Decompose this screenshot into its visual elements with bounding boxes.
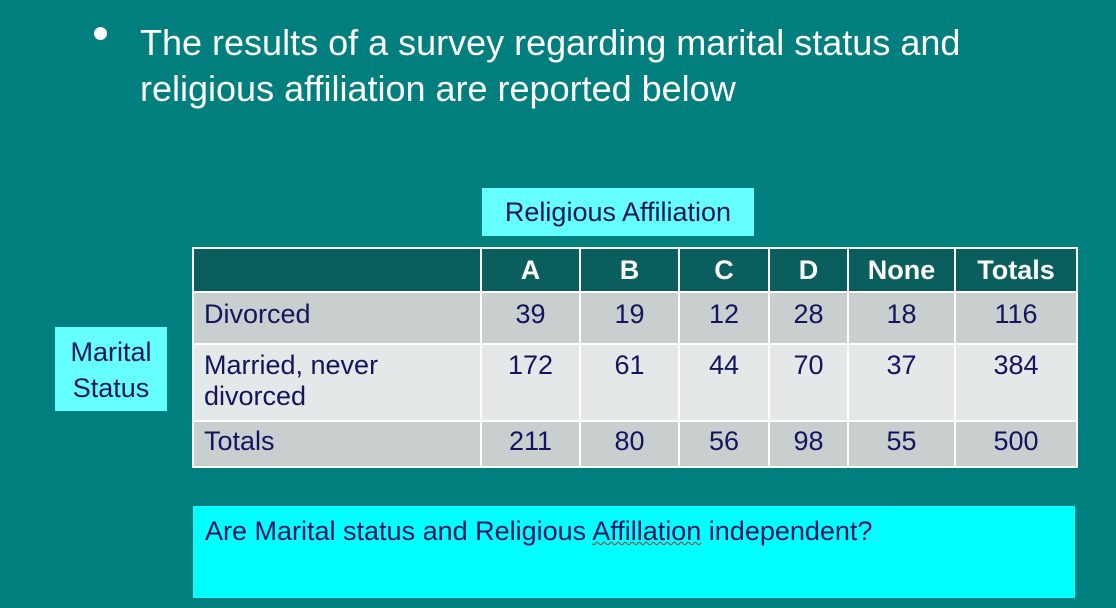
table-row-married: Married, never divorced 172 61 44 70 37 …: [192, 343, 1078, 422]
question-box: Are Marital status and Religious Affilla…: [193, 506, 1075, 598]
table-row-divorced: Divorced 39 19 12 28 18 116: [192, 291, 1078, 345]
question-text-end: independent?: [701, 516, 873, 546]
header-cell-c: C: [678, 247, 770, 293]
header-cell-none: None: [847, 247, 956, 293]
header-cell-blank: [192, 247, 482, 293]
question-text-start: Are Marital status and Religious: [205, 516, 593, 546]
table-row-totals: Totals 211 80 56 98 55 500: [192, 420, 1078, 468]
header-cell-b: B: [579, 247, 680, 293]
header-cell-d: D: [768, 247, 849, 293]
slide-bullet-text: The results of a survey regarding marita…: [140, 22, 961, 109]
table-cell: 98: [768, 420, 849, 468]
question-misspelled-word: Affillation: [592, 516, 702, 546]
header-cell-totals: Totals: [954, 247, 1078, 293]
marital-status-label-line1: Marital: [70, 337, 152, 367]
table-cell: 80: [579, 420, 680, 468]
table-cell: 12: [678, 291, 770, 345]
table-cell: 39: [480, 291, 581, 345]
contingency-table: A B C D None Totals Divorced 39 19 12 28…: [192, 247, 1078, 468]
row-label: Married, never divorced: [192, 343, 482, 422]
table-cell: 116: [954, 291, 1078, 345]
table-cell: 28: [768, 291, 849, 345]
row-label: Totals: [192, 420, 482, 468]
table-cell: 44: [678, 343, 770, 422]
table-cell: 172: [480, 343, 581, 422]
table-cell: 384: [954, 343, 1078, 422]
table-cell: 500: [954, 420, 1078, 468]
marital-status-label-line2: Status: [72, 373, 150, 403]
table-cell: 61: [579, 343, 680, 422]
table-cell: 211: [480, 420, 581, 468]
table-cell: 56: [678, 420, 770, 468]
table-cell: 18: [847, 291, 956, 345]
religious-affiliation-label: Religious Affiliation: [482, 188, 754, 236]
table-cell: 19: [579, 291, 680, 345]
table-cell: 55: [847, 420, 956, 468]
table-cell: 37: [847, 343, 956, 422]
table-header-row: A B C D None Totals: [192, 247, 1078, 293]
header-cell-a: A: [480, 247, 581, 293]
marital-status-label: Marital Status: [55, 327, 167, 411]
table-cell: 70: [768, 343, 849, 422]
row-label: Divorced: [192, 291, 482, 345]
bullet-point-icon: [94, 27, 107, 40]
